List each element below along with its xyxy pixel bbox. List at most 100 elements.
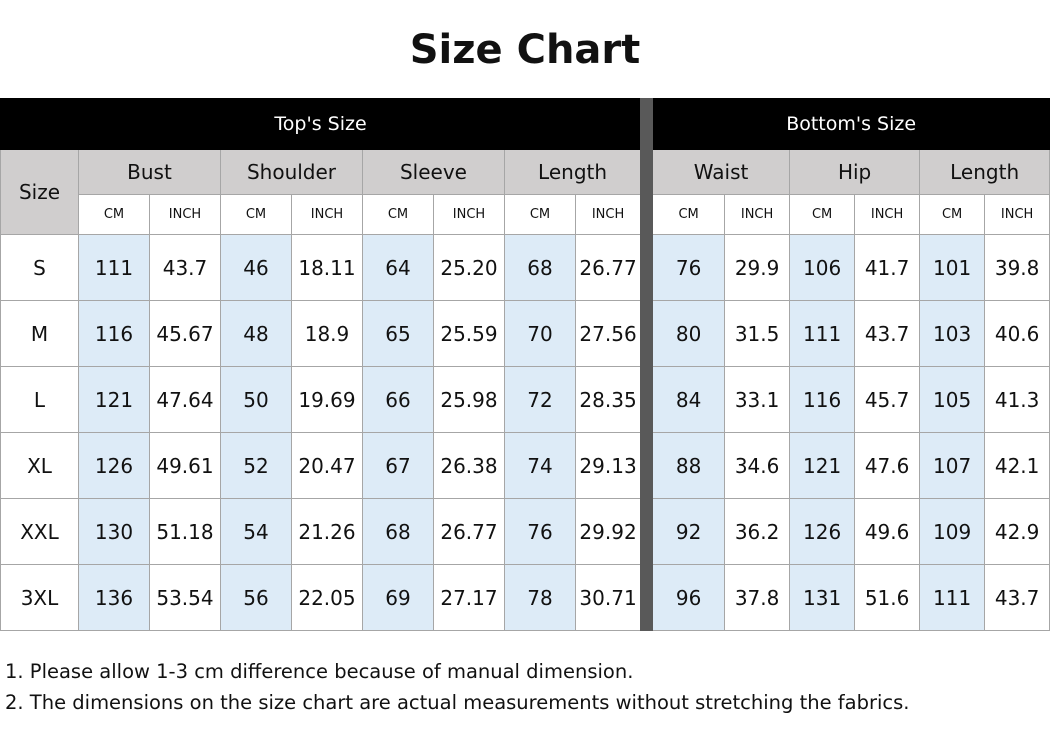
value-cell: 50 [220,366,292,433]
value-cell: 29.92 [574,498,648,565]
value-cell: 64 [362,234,434,301]
value-cell: 29.9 [724,234,791,301]
value-cell: 43.7 [149,234,221,301]
value-cell: 41.7 [854,234,921,301]
value-cell: 49.6 [854,498,921,565]
value-cell: 51.18 [149,498,221,565]
value-cell: 40.6 [984,300,1050,367]
size-table: Top's Size Bottom's Size Size Bust Shoulder S… [0,98,1050,631]
value-cell: 111 [789,300,856,367]
measure-row: Size Bust Shoulder Sleeve Length Waist Hip Leng… [0,149,1050,235]
unit-row: CM INCH CM INCH CM INCH CM INCH CM INCH CM INCH CM IN… [1,194,1050,235]
value-cell: 78 [504,564,576,631]
unit-header: CM [78,194,150,235]
value-cell: 92 [640,498,726,565]
value-cell: 69 [362,564,434,631]
value-cell: 126 [789,498,856,565]
value-cell: 111 [919,564,986,631]
value-cell: 47.6 [854,432,921,499]
value-cell: 121 [78,366,150,433]
value-cell: 68 [504,234,576,301]
value-cell: 72 [504,366,576,433]
value-cell: 21.26 [291,498,363,565]
value-cell: 39.8 [984,234,1050,301]
size-row: XXL 130 51.18 54 21.26 68 26.77 76 29.92 92 36.2 12… [0,498,1050,565]
value-cell: 96 [640,564,726,631]
value-cell: 22.05 [291,564,363,631]
value-cell: 47.64 [149,366,221,433]
value-cell: 88 [640,432,726,499]
value-cell: 42.9 [984,498,1050,565]
size-cell: XL [0,432,79,499]
value-cell: 126 [78,432,150,499]
group-header: Top's Size [0,98,648,150]
value-cell: 46 [220,234,292,301]
value-cell: 52 [220,432,292,499]
unit-header: INCH [291,194,363,235]
value-cell: 70 [504,300,576,367]
unit-header: CM [640,194,726,235]
size-cell: M [0,300,79,367]
value-cell: 84 [640,366,726,433]
measure-header: Length [919,149,1050,195]
value-cell: 49.61 [149,432,221,499]
value-cell: 25.20 [433,234,505,301]
measure-header: Bust [78,149,221,195]
value-cell: 18.9 [291,300,363,367]
value-cell: 45.7 [854,366,921,433]
value-cell: 29.13 [574,432,648,499]
size-cell: L [0,366,79,433]
value-cell: 106 [789,234,856,301]
size-row: 3XL 136 53.54 56 22.05 69 27.17 78 30.71 96 37.8 13… [0,564,1050,631]
value-cell: 56 [220,564,292,631]
size-header: Size [0,149,79,235]
unit-header: CM [220,194,292,235]
value-cell: 76 [504,498,576,565]
note: 1. Please allow 1-3 cm difference becaus… [5,660,634,683]
group-header: Bottom's Size [640,98,1050,150]
value-cell: 116 [78,300,150,367]
value-cell: 20.47 [291,432,363,499]
measure-header: Waist [640,149,791,195]
unit-header: CM [504,194,576,235]
value-cell: 107 [919,432,986,499]
value-cell: 45.67 [149,300,221,367]
unit-header: INCH [854,194,921,235]
value-cell: 26.38 [433,432,505,499]
measure-header: Shoulder [220,149,363,195]
value-cell: 27.56 [574,300,648,367]
value-cell: 109 [919,498,986,565]
size-row: S 111 43.7 46 18.11 64 25.20 68 26.77 76 29.9 106 41… [0,234,1050,301]
value-cell: 68 [362,498,434,565]
value-cell: 65 [362,300,434,367]
value-cell: 43.7 [984,564,1050,631]
value-cell: 37.8 [724,564,791,631]
unit-header: INCH [149,194,221,235]
value-cell: 28.35 [574,366,648,433]
value-cell: 26.77 [574,234,648,301]
unit-header: INCH [984,194,1050,235]
unit-header: INCH [724,194,791,235]
unit-header: INCH [433,194,505,235]
value-cell: 103 [919,300,986,367]
value-cell: 66 [362,366,434,433]
value-cell: 19.69 [291,366,363,433]
measure-header: Length [503,149,648,195]
value-cell: 105 [919,366,986,433]
value-cell: 136 [78,564,150,631]
unit-header: INCH [574,194,648,235]
value-cell: 130 [78,498,150,565]
value-cell: 25.59 [433,300,505,367]
value-cell: 42.1 [984,432,1050,499]
value-cell: 101 [919,234,986,301]
value-cell: 74 [504,432,576,499]
notes: 1. Please allow 1-3 cm difference becaus… [5,656,909,718]
value-cell: 48 [220,300,292,367]
size-row: L 121 47.64 50 19.69 66 25.98 72 28.35 84 33.1 116 4… [0,366,1050,433]
value-cell: 51.6 [854,564,921,631]
value-cell: 116 [789,366,856,433]
title: Size Chart [409,27,641,73]
value-cell: 27.17 [433,564,505,631]
value-cell: 18.11 [291,234,363,301]
